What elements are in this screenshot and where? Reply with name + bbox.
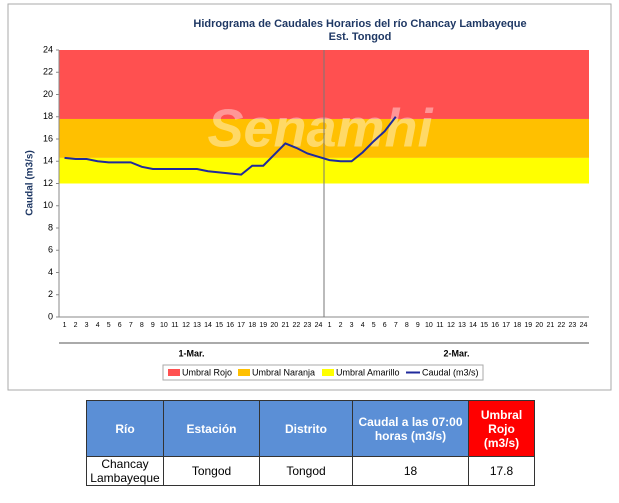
y-tick-label: 4	[48, 267, 53, 277]
x-tick-label: 10	[160, 322, 168, 329]
x-tick-label: 3	[350, 322, 354, 329]
y-tick-label: 24	[43, 44, 53, 54]
y-tick-label: 20	[43, 89, 53, 99]
x-tick-label: 13	[193, 322, 201, 329]
y-tick-label: 16	[43, 133, 53, 143]
x-tick-label: 14	[469, 322, 477, 329]
x-tick-label: 18	[248, 322, 256, 329]
watermark: Senamhi	[207, 98, 433, 158]
x-tick-label: 24	[315, 322, 323, 329]
x-tick-label: 16	[491, 322, 499, 329]
x-tick-label: 7	[129, 322, 133, 329]
y-axis-label: Caudal (m3/s)	[25, 150, 36, 216]
chart: Hidrograma de Caudales Horarios del río …	[7, 3, 612, 391]
x-tick-label: 19	[524, 322, 532, 329]
x-tick-label: 1	[328, 322, 332, 329]
cell: Tongod	[259, 456, 353, 486]
x-tick-label: 20	[535, 322, 543, 329]
group-label: 2-Mar.	[443, 348, 469, 358]
x-tick-label: 8	[140, 322, 144, 329]
x-tick-label: 7	[394, 322, 398, 329]
x-tick-label: 12	[447, 322, 455, 329]
summary-table: Río Estación Distrito Caudal a las 07:00…	[86, 400, 535, 486]
x-tick-label: 16	[226, 322, 234, 329]
header-cell: Umbral Rojo (m3/s)	[468, 400, 535, 457]
legend-label: Umbral Amarillo	[336, 367, 400, 377]
x-tick-label: 14	[204, 322, 212, 329]
x-tick-label: 11	[436, 322, 443, 329]
legend-label: Umbral Rojo	[182, 367, 232, 377]
y-tick-label: 6	[48, 245, 53, 255]
x-tick-label: 5	[107, 322, 111, 329]
y-tick-label: 0	[48, 311, 53, 321]
data-line	[64, 116, 397, 176]
x-tick-label: 23	[569, 322, 577, 329]
legend-label: Caudal (m3/s)	[422, 367, 479, 377]
cell: Chancay Lambayeque	[86, 456, 164, 486]
x-tick-label: 22	[557, 322, 565, 329]
header-cell: Distrito	[259, 400, 353, 457]
y-tick-label: 10	[43, 200, 53, 210]
x-tick-label: 4	[361, 322, 365, 329]
x-tick-label: 20	[270, 322, 278, 329]
header-cell: Río	[86, 400, 164, 457]
x-tick-label: 3	[85, 322, 89, 329]
cell: 18	[352, 456, 469, 486]
chart-subtitle: Est. Tongod	[329, 31, 392, 43]
y-tick-label: 18	[43, 111, 53, 121]
x-tick-label: 4	[96, 322, 100, 329]
header-cell: Caudal a las 07:00 horas (m3/s)	[352, 400, 469, 457]
y-tick-label: 12	[43, 178, 53, 188]
legend-swatch	[322, 369, 334, 376]
legend-swatch	[168, 369, 180, 376]
cell: Tongod	[163, 456, 260, 486]
x-tick-label: 13	[458, 322, 466, 329]
x-tick-label: 6	[383, 322, 387, 329]
x-tick-label: 12	[182, 322, 190, 329]
x-tick-label: 17	[502, 322, 510, 329]
y-tick-label: 8	[48, 222, 53, 232]
x-tick-label: 1	[63, 322, 67, 329]
x-tick-label: 10	[425, 322, 433, 329]
x-tick-label: 11	[171, 322, 178, 329]
x-tick-label: 2	[74, 322, 78, 329]
x-tick-label: 18	[513, 322, 521, 329]
cell: 17.8	[468, 456, 535, 486]
chart-title: Hidrograma de Caudales Horarios del río …	[193, 18, 526, 30]
x-tick-label: 17	[237, 322, 245, 329]
legend-label: Umbral Naranja	[252, 367, 315, 377]
x-tick-label: 19	[259, 322, 267, 329]
x-tick-label: 15	[480, 322, 488, 329]
x-tick-label: 21	[281, 322, 289, 329]
y-tick-label: 2	[48, 289, 53, 299]
x-tick-label: 23	[304, 322, 312, 329]
x-tick-label: 15	[215, 322, 223, 329]
x-tick-label: 24	[580, 322, 588, 329]
y-tick-label: 14	[43, 156, 53, 166]
x-tick-label: 6	[118, 322, 122, 329]
y-tick-label: 22	[43, 67, 53, 77]
x-tick-label: 9	[151, 322, 155, 329]
group-label: 1-Mar.	[178, 348, 204, 358]
x-tick-label: 9	[416, 322, 420, 329]
x-tick-label: 22	[292, 322, 300, 329]
header-cell: Estación	[163, 400, 260, 457]
x-tick-label: 21	[546, 322, 554, 329]
x-tick-label: 5	[372, 322, 376, 329]
legend-swatch	[238, 369, 250, 376]
x-tick-label: 2	[339, 322, 343, 329]
x-tick-label: 8	[405, 322, 409, 329]
